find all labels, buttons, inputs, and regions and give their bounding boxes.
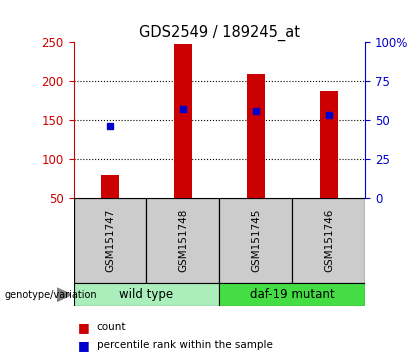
Bar xyxy=(247,74,265,198)
Text: GSM151748: GSM151748 xyxy=(178,209,188,273)
Bar xyxy=(174,44,192,198)
Title: GDS2549 / 189245_at: GDS2549 / 189245_at xyxy=(139,25,300,41)
Text: ■: ■ xyxy=(78,339,89,352)
Polygon shape xyxy=(57,288,71,302)
Bar xyxy=(147,198,220,283)
Bar xyxy=(220,283,365,306)
Text: GSM151745: GSM151745 xyxy=(251,209,261,273)
Bar xyxy=(320,91,338,198)
Bar xyxy=(292,198,365,283)
Bar xyxy=(74,198,147,283)
Bar xyxy=(74,283,220,306)
Text: GSM151746: GSM151746 xyxy=(324,209,334,273)
Text: GSM151747: GSM151747 xyxy=(105,209,115,273)
Text: genotype/variation: genotype/variation xyxy=(4,290,97,300)
Bar xyxy=(101,175,119,198)
Text: ■: ■ xyxy=(78,321,89,334)
Text: count: count xyxy=(97,322,126,332)
Text: wild type: wild type xyxy=(119,288,173,301)
Text: percentile rank within the sample: percentile rank within the sample xyxy=(97,340,273,350)
Text: daf-19 mutant: daf-19 mutant xyxy=(250,288,335,301)
Bar xyxy=(220,198,292,283)
